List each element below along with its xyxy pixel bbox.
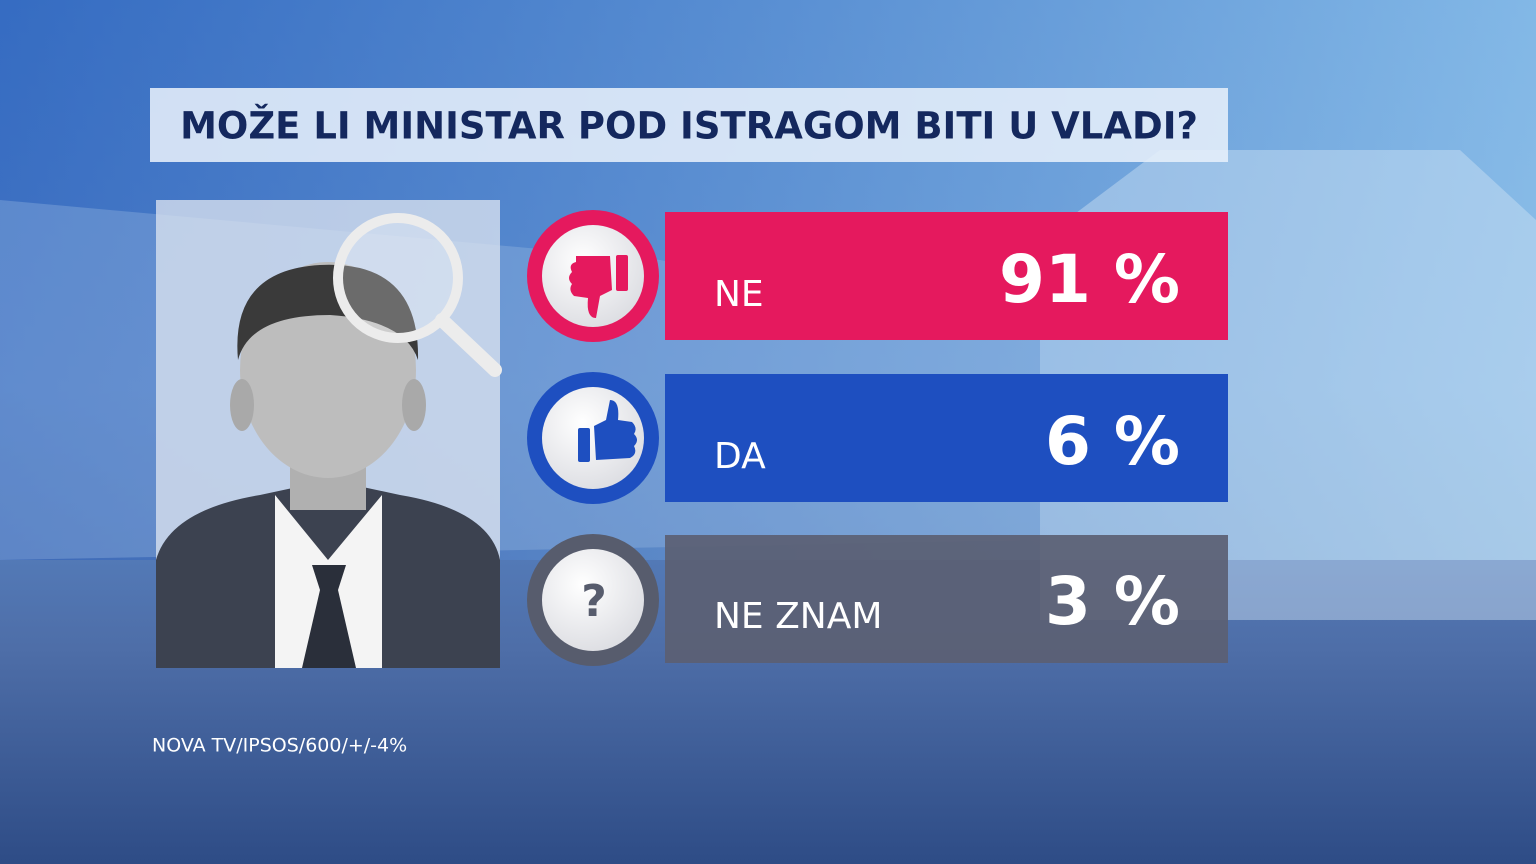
result-label: DA <box>714 436 766 477</box>
result-bar <box>665 212 1228 340</box>
result-value: 6 % <box>1045 403 1180 480</box>
thumbs-up-icon <box>578 400 637 462</box>
title-bar <box>150 88 1228 162</box>
thumbs-down-icon <box>569 255 628 318</box>
person-illustration <box>156 200 502 668</box>
result-label: NE ZNAM <box>714 596 882 637</box>
title: MOŽE LI MINISTAR POD ISTRAGOM BITI U VLA… <box>180 104 1198 148</box>
icon-disc <box>542 387 644 489</box>
result-label: NE <box>714 274 764 315</box>
question-icon: ? <box>581 576 607 627</box>
result-bar <box>665 535 1228 663</box>
source-note: NOVA TV/IPSOS/600/+/-4% <box>152 735 407 757</box>
result-value: 91 % <box>999 241 1180 318</box>
result-bar <box>665 374 1228 502</box>
result-value: 3 % <box>1045 563 1180 640</box>
icon-disc <box>542 549 644 651</box>
